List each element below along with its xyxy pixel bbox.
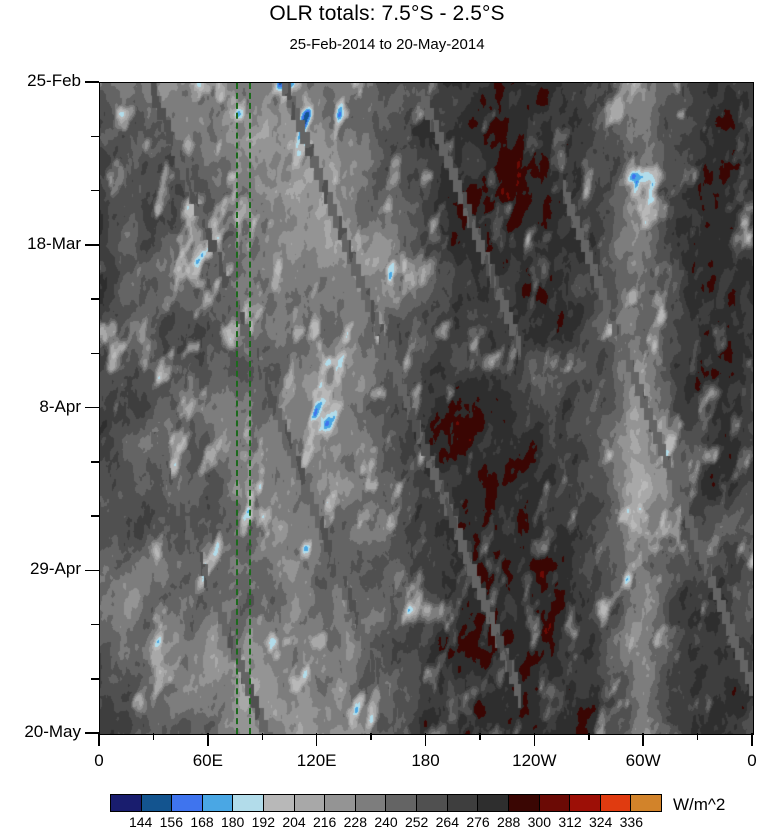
x-axis-minor-tick xyxy=(152,733,155,740)
reference-line-1 xyxy=(236,83,239,734)
colorbar-tick-label: 168 xyxy=(190,814,214,830)
y-axis-minor-tick xyxy=(91,298,99,300)
x-axis-label: 60E xyxy=(192,751,223,770)
colorbar-swatch[interactable] xyxy=(508,795,540,811)
colorbar-tick-label: 324 xyxy=(588,814,613,830)
colorbar-tick-label: 180 xyxy=(220,814,245,830)
x-axis-minor-tick xyxy=(261,733,263,740)
x-axis-major-tick xyxy=(207,733,209,746)
hovmoller-plot-area[interactable] xyxy=(99,82,754,735)
colorbar-tick-label: 300 xyxy=(527,814,551,830)
colorbar-tick-label: 264 xyxy=(435,814,459,830)
x-axis-label: 120W xyxy=(512,751,557,770)
colorbar-swatch[interactable] xyxy=(539,795,571,811)
colorbar-tick-label: 240 xyxy=(374,814,398,830)
colorbar-swatch[interactable] xyxy=(233,795,265,811)
y-axis-label: 25-Feb xyxy=(27,71,81,90)
olr-heatmap-canvas xyxy=(100,83,753,734)
y-axis-minor-tick xyxy=(91,678,99,680)
y-axis-minor-tick xyxy=(91,352,99,354)
page-subtitle: 25-Feb-2014 to 20-May-2014 xyxy=(289,36,485,53)
colorbar-swatch[interactable] xyxy=(202,795,234,811)
colorbar[interactable] xyxy=(110,794,662,812)
colorbar-swatch[interactable] xyxy=(447,795,479,811)
colorbar-tick-label: 276 xyxy=(466,814,490,830)
colorbar-swatch[interactable] xyxy=(600,795,632,811)
colorbar-swatch[interactable] xyxy=(294,795,326,811)
y-axis-label: 18-Mar xyxy=(27,233,81,253)
colorbar-swatch[interactable] xyxy=(478,795,509,811)
y-axis-minor-tick xyxy=(91,515,99,517)
x-axis-label: 0 xyxy=(747,751,757,770)
x-axis-label: 60W xyxy=(625,751,661,770)
y-axis-minor-tick xyxy=(91,461,99,463)
colorbar-tick-label: 216 xyxy=(312,814,337,830)
colorbar-tick-label: 156 xyxy=(159,814,183,830)
colorbar-tick-label: 204 xyxy=(282,814,306,830)
colorbar-tick-label: 192 xyxy=(251,814,275,830)
y-axis-major-tick xyxy=(85,406,99,409)
colorbar-units-label: W/m^2 xyxy=(673,795,726,814)
reference-line-2 xyxy=(248,83,251,734)
colorbar-tick-label: 252 xyxy=(404,814,429,830)
colorbar-swatch[interactable] xyxy=(570,795,601,811)
colorbar-swatch[interactable] xyxy=(417,795,448,811)
y-axis-minor-tick xyxy=(91,135,99,137)
x-axis-major-tick xyxy=(533,733,536,746)
colorbar-tick-label: 144 xyxy=(128,814,153,830)
x-axis-label: 120E xyxy=(296,751,337,770)
y-axis-label: 29-Apr xyxy=(29,559,81,579)
x-axis-label: 0 xyxy=(94,751,104,770)
x-axis-major-tick xyxy=(642,733,644,746)
x-axis-minor-tick xyxy=(696,733,699,740)
x-axis-minor-tick xyxy=(370,733,372,740)
x-axis-major-tick xyxy=(751,733,753,746)
colorbar-swatch[interactable] xyxy=(355,795,387,811)
x-axis-major-tick xyxy=(315,733,318,746)
colorbar-tick-label: 312 xyxy=(558,814,582,830)
x-axis-major-tick xyxy=(98,733,100,746)
colorbar-tick-label: 288 xyxy=(496,814,521,830)
y-axis-major-tick xyxy=(85,732,99,734)
y-axis-minor-tick xyxy=(91,623,99,626)
x-axis-label: 180 xyxy=(411,751,440,770)
y-axis-major-tick xyxy=(85,81,99,83)
y-axis-major-tick xyxy=(85,244,99,246)
x-axis-minor-tick xyxy=(588,733,590,740)
page-title: OLR totals: 7.5°S - 2.5°S xyxy=(269,2,505,25)
y-axis-major-tick xyxy=(85,569,99,571)
y-axis-label: 8-Apr xyxy=(39,396,81,416)
y-axis-minor-tick xyxy=(91,189,99,192)
y-axis-label: 20-May xyxy=(24,722,81,741)
colorbar-swatch[interactable] xyxy=(386,795,418,811)
colorbar-swatch[interactable] xyxy=(264,795,295,811)
colorbar-swatch[interactable] xyxy=(141,795,173,811)
colorbar-swatch[interactable] xyxy=(111,795,142,811)
x-axis-major-tick xyxy=(424,733,427,746)
colorbar-swatch[interactable] xyxy=(172,795,203,811)
colorbar-tick-label: 228 xyxy=(343,814,367,830)
colorbar-swatch[interactable] xyxy=(325,795,356,811)
colorbar-swatch[interactable] xyxy=(631,795,661,811)
colorbar-tick-label: 336 xyxy=(619,814,643,830)
x-axis-minor-tick xyxy=(479,733,481,740)
